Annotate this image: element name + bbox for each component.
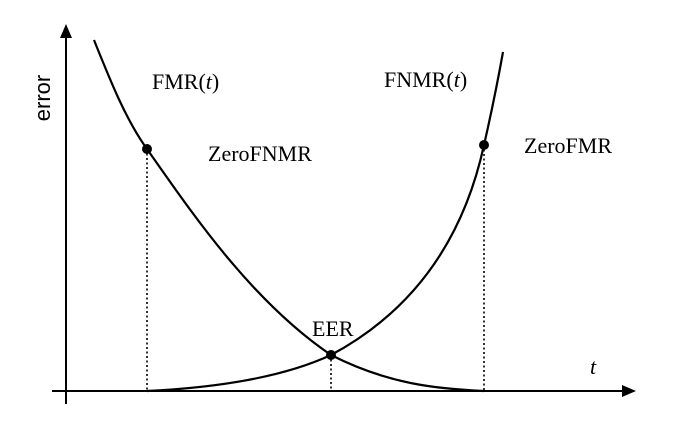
x-axis-arrow-icon <box>622 385 636 397</box>
fmr-label: FMR(t) <box>152 69 219 94</box>
zero-fmr-label: ZeroFMR <box>524 133 612 158</box>
y-axis-arrow-icon <box>60 24 72 38</box>
zero-fnmr-point <box>142 144 152 154</box>
x-axis-label: t <box>590 354 597 379</box>
zero-fnmr-label: ZeroFNMR <box>208 141 312 166</box>
fnmr-label: FNMR(t) <box>384 67 467 92</box>
eer-label: EER <box>312 316 354 341</box>
fnmr-curve <box>146 51 505 393</box>
zero-fmr-point <box>479 140 489 150</box>
eer-point <box>326 350 336 360</box>
fmr-curve <box>92 39 485 393</box>
y-axis-label: error <box>30 75 55 121</box>
